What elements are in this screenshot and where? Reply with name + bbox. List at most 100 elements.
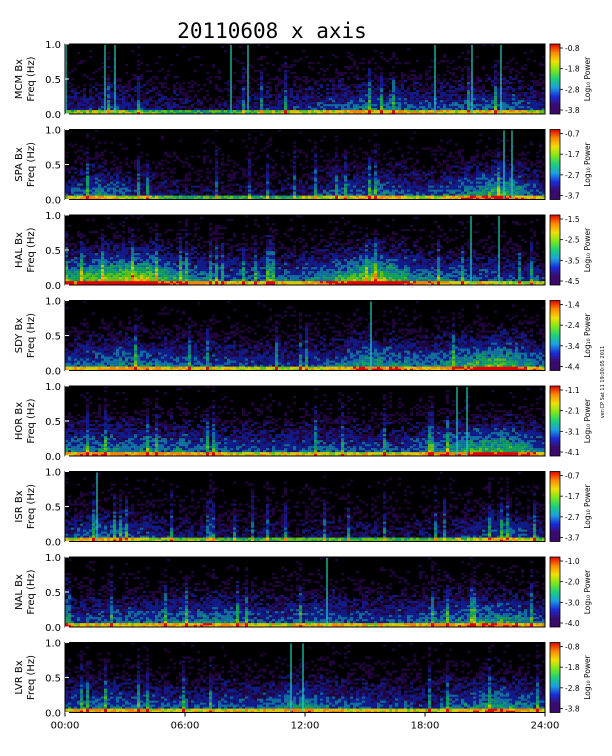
x-tick-label: 06:00 (171, 721, 200, 732)
colorbar-tick-label: -3.4 (565, 342, 580, 351)
colorbar (549, 471, 561, 542)
station-label: SPA Bx (14, 147, 25, 182)
colorbar-tick-label: -2.4 (565, 321, 580, 330)
colorbar (549, 129, 561, 200)
freq-label: Freq (Hz) (26, 227, 37, 272)
panel-spa: 0.0 0.5 1.0 SPA Bx Freq (Hz) -0.7 -1.7 -2.7 -3.7… (14, 126, 592, 207)
spectrogram-cells (65, 129, 546, 200)
y-tick-label: 0.5 (45, 246, 61, 257)
y-tick-label: 0.0 (45, 110, 61, 121)
colorbar-tick-label: -1.0 (565, 557, 580, 566)
x-tick-label: 12:00 (291, 721, 320, 732)
x-tick-label: 00:00 (51, 721, 80, 732)
colorbar-tick-label: -2.8 (565, 684, 580, 693)
freq-label: Freq (Hz) (26, 56, 37, 101)
colorbar-tick-label: -3.5 (565, 256, 580, 265)
freq-label: Freq (Hz) (26, 142, 37, 187)
y-tick-label: 0.0 (45, 452, 61, 463)
colorbar-label: Log₁₀ Power (583, 483, 592, 528)
colorbar-tick-label: -1.5 (565, 215, 580, 224)
spectrogram-cells (65, 557, 546, 628)
y-tick-label: 0.5 (45, 674, 61, 685)
y-tick-label: 1.0 (45, 468, 61, 479)
y-tick-label: 1.0 (45, 211, 61, 222)
station-label: MCM Bx (14, 59, 25, 99)
colorbar-tick-label: -4.0 (565, 619, 580, 628)
colorbar-tick-label: -1.4 (565, 301, 580, 310)
colorbar-tick-label: -3.7 (565, 534, 580, 543)
station-label: ISR Bx (14, 490, 25, 522)
freq-label: Freq (Hz) (26, 398, 37, 443)
spectrogram-cells (65, 642, 546, 713)
station-label: LVR Bx (14, 660, 25, 694)
y-tick-label: 0.5 (45, 588, 61, 599)
y-tick-label: 1.0 (45, 553, 61, 564)
colorbar-tick-label: -0.8 (565, 643, 580, 652)
spectrogram-cells (65, 215, 546, 286)
colorbar-tick-label: -2.1 (565, 407, 580, 416)
panel-nal: 0.0 0.5 1.0 NAL Bx Freq (Hz) -1.0 -2.0 -3.0 -4.0… (14, 553, 592, 634)
spectrogram-cells (65, 300, 546, 371)
y-tick-label: 1.0 (45, 297, 61, 308)
station-label: SDY Bx (14, 318, 25, 354)
freq-label: Freq (Hz) (26, 655, 37, 700)
chart-title: 20110608 x axis (177, 19, 367, 43)
colorbar (549, 214, 561, 286)
colorbar-tick-label: -3.1 (565, 427, 580, 436)
y-tick-label: 0.5 (45, 503, 61, 514)
y-tick-label: 0.5 (45, 332, 61, 343)
station-label: HOR Bx (14, 402, 25, 440)
y-tick-label: 1.0 (45, 639, 61, 650)
colorbar-tick-label: -3.7 (565, 192, 580, 201)
colorbar-tick-label: -1.8 (565, 663, 580, 672)
y-tick-label: 0.5 (45, 161, 61, 172)
panel-lvr: 0.0 0.5 1.0 LVR Bx Freq (Hz) -0.8 -1.8 -2.8 -3.8… (14, 639, 592, 720)
colorbar-tick-label: -3.0 (565, 598, 580, 607)
panel-isr: 0.0 0.5 1.0 ISR Bx Freq (Hz) -0.7 -1.7 -2.7 -3.7… (14, 468, 592, 549)
colorbar-label: Log₁₀ Power (583, 227, 592, 272)
y-tick-label: 0.0 (45, 196, 61, 207)
colorbar-tick-label: -1.1 (565, 386, 580, 395)
y-tick-label: 1.0 (45, 126, 61, 137)
y-tick-label: 0.5 (45, 75, 61, 86)
colorbar-label: Log₁₀ Power (583, 312, 592, 357)
panel-sdy: 0.0 0.5 1.0 SDY Bx Freq (Hz) -1.4 -2.4 -3.4 -4.4… (14, 297, 592, 378)
colorbar-tick-label: -4.5 (565, 277, 580, 286)
station-label: NAL Bx (14, 574, 25, 610)
colorbar (549, 556, 561, 628)
colorbar-tick-label: -4.1 (565, 448, 580, 457)
x-axis: 00:00 06:00 12:00 18:00 24:00 (51, 712, 560, 732)
colorbar (549, 385, 561, 457)
y-tick-label: 0.0 (45, 281, 61, 292)
y-tick-label: 0.5 (45, 417, 61, 428)
spectrogram-cells (65, 386, 546, 457)
colorbar-tick-label: -0.7 (565, 472, 580, 481)
y-tick-label: 0.0 (45, 367, 61, 378)
y-tick-label: 1.0 (45, 382, 61, 393)
colorbar-tick-label: -2.7 (565, 171, 580, 180)
colorbar-tick-label: -1.8 (565, 65, 580, 74)
colorbar-tick-label: -1.7 (565, 492, 580, 501)
colorbar-label: Log₁₀ Power (583, 56, 592, 101)
y-tick-label: 0.0 (45, 709, 61, 720)
freq-label: Freq (Hz) (26, 313, 37, 358)
spectrogram-cells (65, 471, 546, 542)
x-tick-label: 18:00 (411, 721, 440, 732)
colorbar-tick-label: -2.8 (565, 85, 580, 94)
colorbar (549, 43, 561, 115)
colorbar-tick-label: -3.8 (565, 106, 580, 115)
x-tick-label: 24:00 (531, 721, 560, 732)
colorbar-label: Log₁₀ Power (583, 398, 592, 443)
panel-mcm: 0.0 0.5 1.0 MCM Bx Freq (Hz) -0.8 -1.8 -2.8 -3.8… (14, 40, 592, 121)
colorbar-tick-label: -4.4 (565, 363, 580, 372)
colorbar-tick-label: -2.0 (565, 578, 580, 587)
colorbar-tick-label: -0.7 (565, 130, 580, 139)
colorbar-tick-label: -3.8 (565, 705, 580, 714)
freq-label: Freq (Hz) (26, 569, 37, 614)
y-tick-label: 0.0 (45, 623, 61, 634)
colorbar-tick-label: -2.5 (565, 236, 580, 245)
colorbar-label: Log₁₀ Power (583, 141, 592, 186)
colorbar (549, 300, 561, 371)
station-label: HAL Bx (14, 232, 25, 268)
